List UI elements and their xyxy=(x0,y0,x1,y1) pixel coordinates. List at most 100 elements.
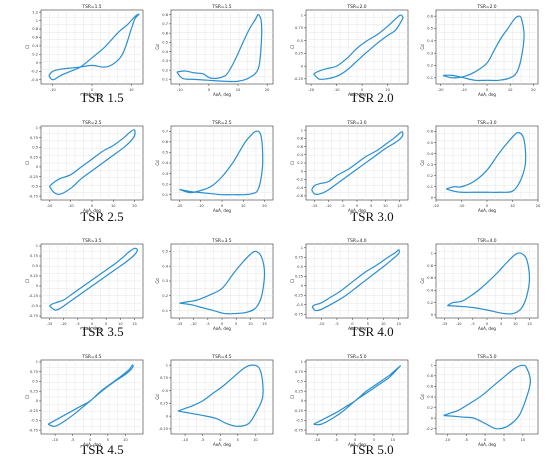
y-axis-label: Cd xyxy=(155,44,160,50)
y-tick-label: 0.8 xyxy=(427,374,433,378)
x-tick-label: 15 xyxy=(527,322,532,326)
x-tick-label: -20 xyxy=(177,204,184,208)
y-axis-label: Cd xyxy=(155,278,160,284)
y-tick-label: -0.25 xyxy=(29,409,38,413)
series-line xyxy=(176,13,263,83)
series-line xyxy=(447,252,531,315)
x-axis-label: AoA, deg xyxy=(213,442,231,447)
y-tick-label: 0.7 xyxy=(162,129,168,133)
y-tick-label: 1 xyxy=(431,363,433,367)
subplot-title: TSR=2.5 xyxy=(211,120,231,126)
x-axis-label: AoA, deg xyxy=(213,208,231,213)
subplot-title: TSR=2.5 xyxy=(81,120,101,126)
y-tick-label: -0.75 xyxy=(294,312,303,316)
x-tick-label: 5 xyxy=(105,322,107,326)
x-tick-label: 10 xyxy=(383,204,388,208)
y-tick-label: 0 xyxy=(166,414,169,418)
y-tick-label: 0.6 xyxy=(427,385,433,389)
x-tick-label: 0 xyxy=(354,438,357,442)
x-tick-label: 0 xyxy=(91,88,94,92)
y-tick-label: 0.3 xyxy=(162,172,168,176)
y-axis-label: Cl xyxy=(290,161,295,165)
panel-caption: TSR 1.5 xyxy=(80,90,124,105)
y-tick-label: 0 xyxy=(36,399,39,403)
y-tick-label: 0.4 xyxy=(427,395,433,399)
y-tick-label: -0.5 xyxy=(31,185,38,189)
x-tick-label: 10 xyxy=(391,438,396,442)
x-tick-label: 0 xyxy=(486,88,489,92)
y-tick-label: 1 xyxy=(36,126,38,130)
x-tick-label: 0 xyxy=(208,88,211,92)
series-line xyxy=(49,129,136,195)
subplot-title: TSR=2.0 xyxy=(476,4,496,10)
y-tick-label: 0.8 xyxy=(427,264,433,268)
y-tick-label: 0.5 xyxy=(427,27,433,31)
series-line xyxy=(48,13,140,81)
y-axis-label: Cd xyxy=(420,278,425,284)
panel-caption: TSR 2.5 xyxy=(80,209,124,224)
x-tick-label: -15 xyxy=(177,322,183,326)
y-tick-label: 0.75 xyxy=(160,376,168,380)
y-tick-label: 0.4 xyxy=(162,50,168,54)
y-tick-label: -0.75 xyxy=(294,428,303,432)
y-tick-label: -0.25 xyxy=(294,293,303,297)
y-tick-label: 0.6 xyxy=(427,14,433,18)
x-tick-label: -20 xyxy=(438,88,445,92)
x-tick-label: 0 xyxy=(361,88,364,92)
x-tick-label: 10 xyxy=(248,322,253,326)
subplot-title: TSR=3.5 xyxy=(81,238,101,244)
x-tick-label: 5 xyxy=(107,438,109,442)
x-tick-label: -20 xyxy=(308,88,315,92)
y-tick-label: 1 xyxy=(431,251,433,255)
y-tick-label: 0.5 xyxy=(297,39,303,43)
series-line xyxy=(446,132,527,193)
y-tick-label: 0.5 xyxy=(162,389,168,393)
y-tick-label: -0.75 xyxy=(29,314,38,318)
x-tick-label: 10 xyxy=(123,438,128,442)
y-tick-label: 0.7 xyxy=(162,22,168,26)
series-line xyxy=(177,364,264,427)
subplot-cd: -20 -10 0 10 20 0 0.1 0.2 0.3 0.4 0.5 0.6 TSR=3.0 AoA… xyxy=(420,120,541,213)
panel-group: -20 -10 0 10 20 -0.75 -0.5 -0.25 0 0.25 0.5 0.75 1 TS… xyxy=(25,118,277,214)
y-tick-label: -0.75 xyxy=(29,428,38,432)
x-tick-label: -10 xyxy=(461,88,468,92)
y-tick-label: 0 xyxy=(431,416,434,420)
y-tick-label: 0 xyxy=(301,169,304,173)
subplot-cl: -10 -5 0 5 10 -0.75 -0.5 -0.25 0 0.25 0.5 0.75 1 TSR=… xyxy=(25,354,144,447)
x-tick-label: 10 xyxy=(381,322,386,326)
y-tick-label: 0.6 xyxy=(162,140,168,144)
panel-caption: TSR 4.0 xyxy=(350,324,394,339)
y-axis-label: Cl xyxy=(25,161,30,165)
y-tick-label: 0.4 xyxy=(427,39,433,43)
series-line xyxy=(311,249,400,312)
subplot-cl: -15 -10 -5 0 5 10 15 -0.75 -0.5 -0.25 0 0.25 0.5 0.75… xyxy=(25,238,144,331)
y-tick-label: 0.4 xyxy=(297,153,303,157)
y-axis-label: Cl xyxy=(25,279,30,283)
x-tick-label: -15 xyxy=(312,204,318,208)
x-tick-label: 10 xyxy=(241,204,246,208)
x-tick-label: -10 xyxy=(52,438,59,442)
x-tick-label: -5 xyxy=(341,204,345,208)
panel-caption: TSR 3.5 xyxy=(80,324,124,339)
x-tick-label: -10 xyxy=(314,438,321,442)
series-line xyxy=(179,130,264,196)
x-tick-label: 5 xyxy=(373,438,375,442)
x-axis-label: AoA, deg xyxy=(348,326,366,331)
x-tick-label: -10 xyxy=(326,204,333,208)
y-axis-label: Cl xyxy=(25,395,30,399)
y-tick-label: 0.4 xyxy=(162,161,168,165)
y-tick-label: 0.75 xyxy=(295,26,303,30)
panel-group: -15 -10 -5 0 5 10 15 -0.6 -0.4 -0.2 0 0.2 0.4 0.6 0.8 1… xyxy=(290,118,542,214)
y-tick-label: 0.6 xyxy=(427,130,433,134)
y-tick-label: 0 xyxy=(301,64,304,68)
y-tick-label: 0.2 xyxy=(427,174,433,178)
x-tick-label: -20 xyxy=(47,204,54,208)
y-tick-label: 0.4 xyxy=(162,264,168,268)
x-tick-label: 5 xyxy=(500,322,502,326)
x-axis-label: AoA, deg xyxy=(478,326,496,331)
y-tick-label: 0.5 xyxy=(32,146,38,150)
series-line xyxy=(442,15,525,82)
x-tick-label: -5 xyxy=(464,438,468,442)
x-tick-label: -5 xyxy=(335,322,339,326)
